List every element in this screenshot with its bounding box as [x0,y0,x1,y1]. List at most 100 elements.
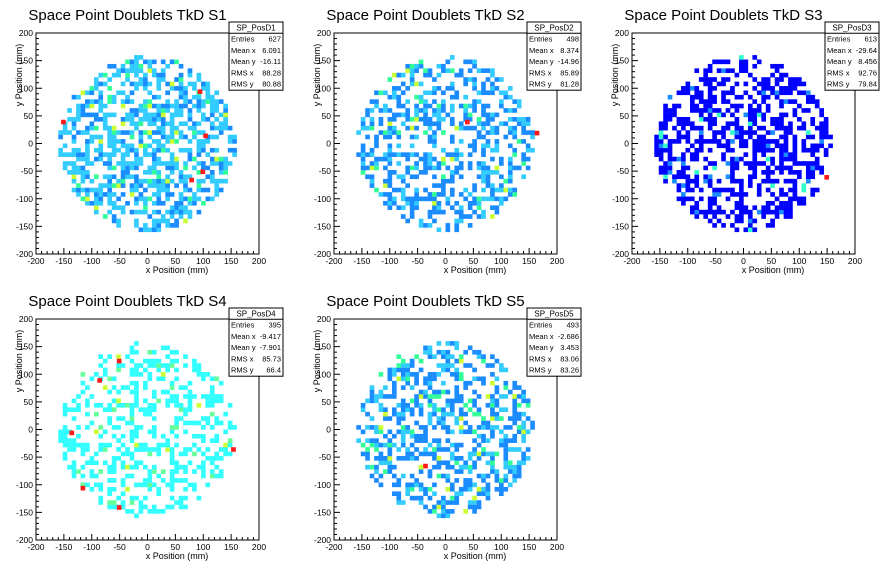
heatmap-cell [449,94,455,100]
heatmap-cell [71,94,77,100]
x-tick-label: 0 [741,256,746,266]
heatmap-cell [681,86,686,91]
heatmap-cell [116,161,121,166]
heatmap-cell [214,376,220,382]
heatmap-cell [71,125,77,131]
heatmap-cell [454,495,460,501]
heatmap-cell [165,398,170,404]
panel-4: Space Point Doublets TkD S4-200-200-150-… [14,293,284,561]
heatmap-cell [151,349,157,355]
heatmap-cell [454,358,460,364]
heatmap-cell [138,372,144,377]
heatmap-cell [143,447,148,452]
heatmap-cell [201,143,206,149]
heatmap-cell [449,341,455,346]
heatmap-cell [400,121,406,127]
heatmap-cell [156,218,162,224]
heatmap-cell [445,429,451,435]
heatmap-cell [676,187,682,193]
heatmap-cell [427,121,433,127]
heatmap-cell [165,187,170,193]
heatmap-cells [58,341,237,519]
heatmap-cell [716,59,722,65]
heatmap-cell [698,187,704,193]
heatmap-cell [436,349,442,355]
heatmap-cell [98,192,104,197]
heatmap-cell [93,86,99,91]
heatmap-cell [169,192,175,197]
heatmap-cell [458,192,464,197]
heatmap-cell [365,425,370,430]
heatmap-cell [485,77,491,82]
heatmap-cell [441,407,446,413]
heatmap-cell [454,90,460,96]
heatmap-cell [507,143,513,149]
heatmap-cell [472,196,477,202]
heatmap-cell [387,372,393,377]
heatmap-cell [449,456,455,461]
heatmap-cell [454,341,460,346]
heatmap-cell [111,214,117,219]
heatmap-cell [196,161,202,166]
heatmap-cell [174,420,179,426]
heatmap-cell [476,99,482,104]
heatmap-cell [134,218,139,224]
heatmap-cell [681,152,686,157]
heatmap-cell [703,178,709,184]
heatmap-cell-hot [203,133,208,139]
heatmap-cell [151,103,157,109]
heatmap-cell [432,90,437,96]
heatmap-cell [441,147,446,153]
heatmap-cell [405,372,411,377]
heatmap-cell [62,442,68,448]
heatmap-cell [85,200,90,206]
heatmap-cell [187,460,193,466]
heatmap-cell [730,68,735,73]
heatmap-cell [169,205,175,210]
heatmap-cell [223,451,228,457]
heatmap-cell [178,205,184,210]
heatmap-cell [85,196,90,202]
heatmap-cell [467,363,473,368]
heatmap-cell [685,134,691,140]
heatmap-cell [694,147,700,153]
heatmap-cell [441,509,446,514]
heatmap-cell [76,170,81,175]
heatmap-cell [805,161,811,166]
heatmap-cell [774,209,780,215]
heatmap-cell [356,130,361,135]
heatmap-cell [85,402,90,408]
heatmap-cell [463,81,468,87]
heatmap-cell [151,363,157,368]
heatmap-cell [169,152,175,157]
heatmap-cell [703,72,709,78]
heatmap-cell [494,112,500,118]
heatmap-cell [125,170,130,175]
heatmap-cell [521,420,526,426]
heatmap-cell [89,86,95,91]
heatmap-cell [467,482,473,488]
heatmap-cell [107,464,113,470]
heatmap-cell [774,94,780,100]
heatmap-cell [739,214,744,219]
heatmap-cell [178,174,184,180]
heatmap-cell [111,433,117,439]
heatmap-cell [76,116,81,122]
heatmap-cell [747,183,753,188]
heatmap-cell [472,376,477,382]
heatmap-cell [391,125,397,131]
heatmap-cell [209,385,215,390]
stats-value: -29.64 [856,46,877,55]
heatmap-cell [756,108,762,113]
heatmap-cell [805,174,811,180]
heatmap-cell [512,380,518,386]
heatmap-cell [387,94,393,100]
heatmap-cell [232,139,237,144]
heatmap-cell [823,147,829,153]
heatmap-cell [721,125,726,131]
heatmap-cell [521,394,526,399]
heatmap-cell [445,363,451,368]
heatmap-cell [138,77,144,82]
heatmap-cell [89,420,95,426]
heatmap-cell [467,469,473,474]
